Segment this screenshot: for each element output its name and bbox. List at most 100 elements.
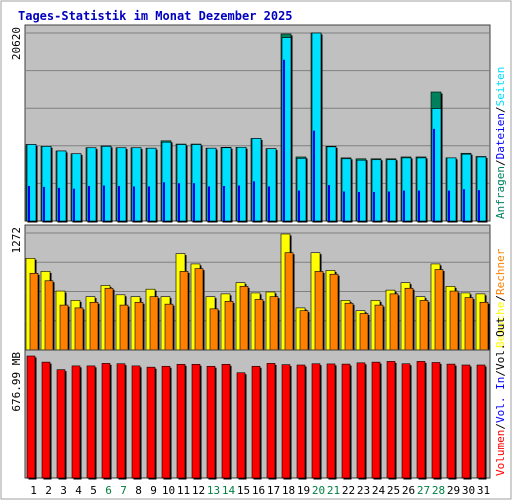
bar-rechner [419,300,429,351]
bar-dateien [403,190,405,221]
bar-seiten [311,32,322,222]
bar-volumen [326,363,336,479]
bar-volumen [251,365,261,479]
bar-volumen [371,361,381,479]
bar-rechner [104,287,114,351]
bar-seiten [266,148,277,222]
legend-entry: / [494,106,507,113]
legend-entry: Dateien [494,113,507,159]
bar-volumen [221,363,231,479]
x-tick-label: 30 [462,484,475,497]
x-tick-label: 4 [75,484,82,497]
bar-rechner [314,271,324,351]
bar-rechner [29,272,39,351]
legend-entry: / [494,423,507,430]
bar-dateien [268,186,270,221]
bar-rechner [269,296,279,351]
bar-rechner [284,252,294,351]
legend-entry: / [494,370,507,377]
bar-seiten [326,146,337,222]
x-tick-label: 24 [372,484,386,497]
x-tick-label: 20 [312,484,325,497]
bar-dateien [358,191,360,221]
x-tick-label: 1 [30,484,37,497]
x-tick-label: 9 [150,484,157,497]
bar-dateien [163,182,165,221]
x-tick-label: 19 [297,484,310,497]
bar-volumen [116,363,126,479]
bar-rechner [224,301,234,351]
bar-dateien [283,59,285,222]
bar-volumen [401,363,411,479]
bar-rechner [164,303,174,351]
bar-seiten [86,147,97,222]
bar-seiten [26,144,37,222]
bar-volumen [236,372,246,479]
x-tick-label: 8 [135,484,142,497]
bar-dateien [238,185,240,221]
x-tick-label: 10 [162,484,175,497]
right-legend: Besuche/Rechner [494,248,507,348]
bar-rechner [239,286,249,351]
x-tick-label: 13 [207,484,220,497]
bar-dateien [448,190,450,221]
y-max-label: 676.99 MB [10,352,23,412]
legend-entry: Vol. In [494,377,507,423]
x-tick-label: 22 [342,484,355,497]
bar-volumen [146,366,156,479]
legend-entry: / [494,295,507,302]
bar-rechner [59,304,69,351]
bar-seiten [206,147,217,222]
bar-dateien [388,191,390,221]
bar-volumen [191,363,201,479]
bar-dateien [343,191,345,221]
bar-dateien [478,190,480,221]
bar-volumen [206,365,216,479]
bar-volumen [266,363,276,479]
bar-seiten [161,141,172,222]
x-tick-label: 21 [327,484,340,497]
bar-rechner [434,269,444,351]
bar-rechner [44,280,54,351]
bar-seiten [296,158,307,222]
bar-rechner [74,307,84,351]
x-tick-label: 25 [387,484,400,497]
x-tick-label: 3 [60,484,67,497]
bar-rechner [209,308,219,351]
x-tick-label: 17 [267,484,280,497]
bar-volumen [26,355,36,479]
bar-rechner [179,271,189,351]
bar-seiten [41,146,52,222]
legend-entry: Volumen [494,430,507,476]
bar-seiten [461,153,472,222]
bar-rechner [359,313,369,351]
bar-volumen [101,363,111,479]
bar-volumen [446,363,456,479]
bar-seiten [176,144,187,222]
x-tick-label: 28 [432,484,445,497]
bar-volumen [416,361,426,479]
bar-seiten [146,147,157,222]
bar-rechner [329,273,339,351]
bar-dateien [88,185,90,221]
bar-volumen [86,365,96,479]
x-tick-label: 31 [477,484,490,497]
bar-dateien [313,130,315,221]
x-tick-label: 2 [45,484,52,497]
x-tick-label: 27 [417,484,430,497]
bar-dateien [463,189,465,221]
x-tick-label: 11 [177,484,190,497]
bar-seiten [401,157,412,222]
bar-dateien [28,185,30,221]
bar-seiten [476,156,487,222]
bar-dateien [118,185,120,221]
bar-seiten [446,157,457,222]
legend-entry: Rechner [494,248,507,295]
x-tick-label: 5 [90,484,97,497]
bar-volumen [386,361,396,479]
bar-rechner [254,299,264,351]
bar-rechner [149,296,159,351]
bar-seiten [341,158,352,222]
